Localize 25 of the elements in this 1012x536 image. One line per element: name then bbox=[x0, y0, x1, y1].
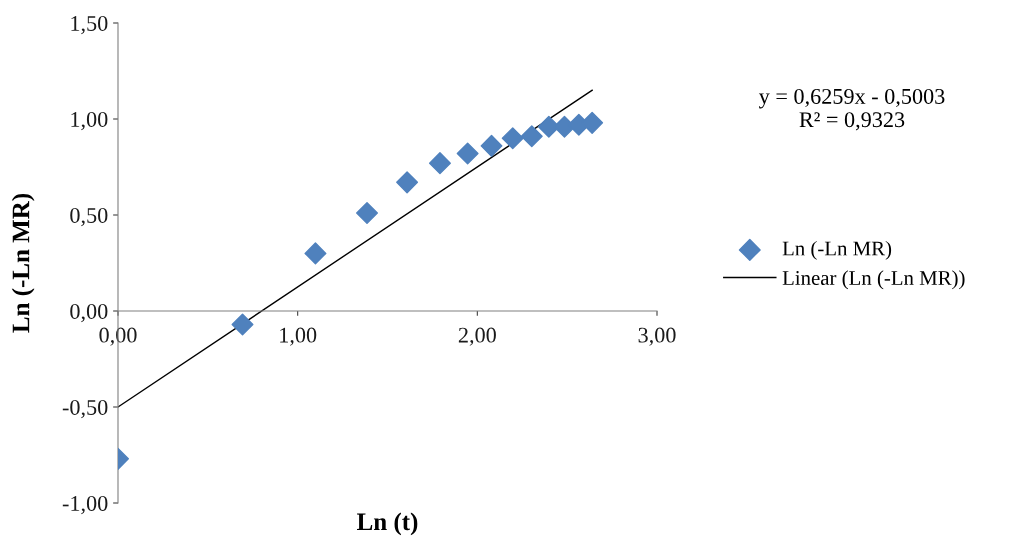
point bbox=[304, 242, 327, 265]
text: y = 0,6259x - 0,5003 R² = 0,9323 bbox=[758, 88, 945, 131]
y-tick-label: 0,50 bbox=[70, 207, 108, 227]
legend-label: Linear (Ln (-Ln MR)) bbox=[782, 270, 965, 290]
point bbox=[396, 171, 419, 194]
point bbox=[428, 152, 451, 175]
point bbox=[480, 134, 503, 157]
point bbox=[581, 111, 604, 134]
y-tick-label: 0,00 bbox=[70, 303, 108, 323]
y-axis-title: Ln (-Ln MR) bbox=[11, 193, 35, 333]
y-tick-label: -1,00 bbox=[62, 495, 108, 515]
y-tick-label: -0,50 bbox=[62, 399, 108, 419]
x-tick-label: 3,00 bbox=[638, 327, 676, 346]
legend-label: Ln (-Ln MR) bbox=[782, 240, 892, 260]
point bbox=[356, 202, 379, 225]
x-tick-label: 1,00 bbox=[280, 327, 317, 346]
point bbox=[456, 142, 479, 165]
point bbox=[231, 313, 254, 336]
y-tick-label: 1,50 bbox=[71, 15, 108, 35]
x-axis-title: Ln (t) bbox=[357, 512, 418, 536]
point bbox=[520, 125, 543, 148]
y-tick-label: 1,00 bbox=[71, 111, 108, 131]
x-tick-label: 2,00 bbox=[458, 327, 496, 346]
point bbox=[501, 127, 524, 150]
x-tick-label: 0,00 bbox=[99, 327, 137, 346]
